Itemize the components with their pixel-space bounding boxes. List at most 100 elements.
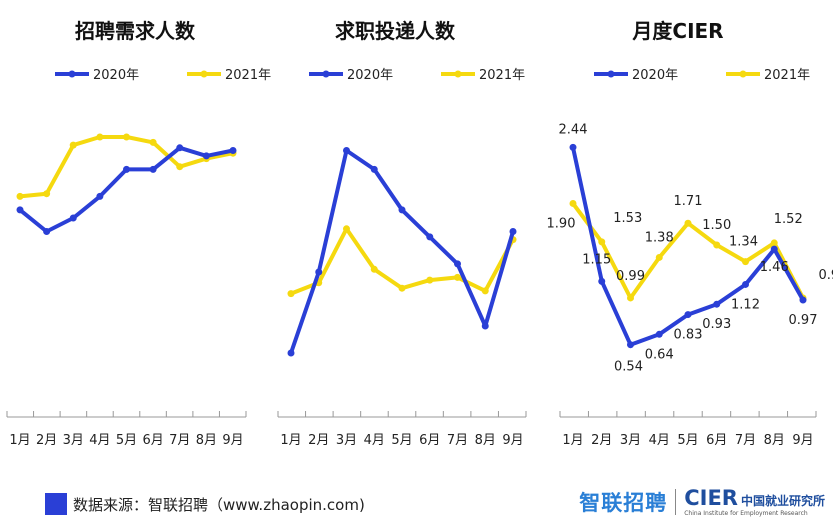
- cier-logo: CIER: [684, 485, 738, 510]
- x-tick-label: 5月: [677, 433, 698, 448]
- x-tick-label: 3月: [620, 433, 641, 448]
- data-point: [16, 192, 24, 200]
- legend-label: 2020年: [632, 68, 678, 83]
- data-label: 1.52: [774, 212, 803, 227]
- data-point: [176, 163, 184, 171]
- data-point: [426, 276, 434, 284]
- data-point: [713, 300, 721, 308]
- data-point: [481, 322, 489, 330]
- data-label: 1.38: [645, 230, 674, 245]
- data-point: [598, 238, 606, 246]
- legend-label: 2020年: [347, 68, 393, 83]
- data-label: 1.46: [760, 260, 789, 275]
- x-tick-label: 4月: [364, 433, 385, 448]
- x-tick-label: 7月: [169, 433, 190, 448]
- legend-marker: [322, 70, 330, 78]
- data-point: [627, 294, 634, 302]
- x-tick-label: 9月: [222, 433, 243, 448]
- data-label: 0.99: [616, 269, 645, 284]
- data-point: [69, 214, 77, 222]
- data-point: [454, 273, 461, 281]
- data-point: [770, 245, 778, 253]
- x-tick-label: 6月: [142, 433, 163, 448]
- x-tick-label: 9月: [502, 433, 523, 448]
- data-point: [598, 277, 606, 285]
- chart-panel-1: 招聘需求人数 2020年 2021年 1月 2月 3月 4月 5月 6月 7月 8月 9月: [6, 19, 271, 448]
- x-tick-label: 5月: [391, 433, 412, 448]
- x-tick-label: 4月: [649, 433, 670, 448]
- legend-marker: [739, 70, 747, 78]
- series-line-2020年: [289, 148, 515, 354]
- data-point: [315, 268, 323, 276]
- data-point: [343, 225, 350, 233]
- legend-label: 2021年: [479, 68, 525, 83]
- x-tick-label: 4月: [89, 433, 110, 448]
- legend-marker: [68, 70, 76, 78]
- cier-name-en: China Institute for Employment Research: [684, 509, 808, 517]
- data-label: 1.12: [731, 297, 760, 312]
- legend-marker: [200, 70, 208, 78]
- legend-marker: [454, 70, 462, 78]
- logo-divider: [675, 489, 677, 515]
- data-label: 0.54: [614, 360, 643, 375]
- data-point: [655, 330, 663, 338]
- zhilian-logo: 智联招聘: [579, 491, 668, 515]
- x-tick-label: 1月: [280, 433, 301, 448]
- data-point: [742, 280, 749, 288]
- data-label: 0.99: [819, 268, 833, 283]
- x-tick-label: 7月: [447, 433, 468, 448]
- data-point: [627, 341, 634, 349]
- series-line-2021年: [290, 226, 515, 296]
- chart-panel-3: 月度CIER 2020年 2021年 1月 2月 3月 4月 5月 6月 7月 8月 9月 2.44 1.…: [547, 19, 833, 448]
- cier-name-cn: 中国就业研究所: [740, 493, 825, 508]
- data-point: [426, 233, 434, 241]
- data-point: [96, 133, 104, 141]
- data-point: [202, 152, 210, 160]
- data-point: [343, 147, 350, 154]
- data-point: [398, 284, 406, 292]
- x-tick-label: 8月: [764, 433, 785, 448]
- cier-logo-block: CIER 中国就业研究所 China Institute for Employm…: [684, 485, 825, 517]
- data-point: [123, 133, 130, 141]
- x-tick-label: 9月: [792, 433, 813, 448]
- data-point: [149, 165, 157, 173]
- data-label: 0.93: [702, 317, 731, 332]
- data-source-footer: 数据来源：智联招聘（www.zhaopin.com): [45, 492, 365, 516]
- data-point: [454, 260, 461, 268]
- data-label: 1.71: [674, 194, 703, 209]
- data-label: 1.15: [582, 252, 611, 267]
- legend-label: 2021年: [764, 68, 810, 83]
- data-point: [398, 206, 406, 214]
- x-tick-label: 8月: [196, 433, 217, 448]
- data-point: [569, 199, 577, 207]
- data-point: [229, 147, 237, 154]
- data-point: [123, 165, 130, 173]
- x-tick-label: 2月: [308, 433, 329, 448]
- data-point: [370, 165, 378, 173]
- chart-title: 月度CIER: [631, 19, 723, 43]
- data-point: [799, 296, 807, 304]
- data-point: [16, 206, 24, 214]
- data-point: [43, 190, 51, 198]
- x-tick-label: 6月: [706, 433, 727, 448]
- data-point: [684, 311, 692, 319]
- data-point: [713, 241, 721, 249]
- series-line-2021年: [571, 202, 805, 300]
- x-tick-label: 3月: [63, 433, 84, 448]
- data-point: [569, 143, 577, 151]
- x-tick-label: 2月: [591, 433, 612, 448]
- x-tick-label: 3月: [336, 433, 357, 448]
- x-tick-label: 2月: [36, 433, 57, 448]
- x-tick-label: 1月: [9, 433, 30, 448]
- data-point: [43, 228, 51, 235]
- logo-area: 智联招聘 CIER 中国就业研究所 China Institute for Em…: [579, 487, 825, 517]
- chart-title: 招聘需求人数: [75, 19, 196, 43]
- data-point: [287, 290, 295, 298]
- data-point: [655, 253, 663, 261]
- x-tick-label: 5月: [116, 433, 137, 448]
- data-label: 1.34: [729, 235, 758, 250]
- data-label: 1.50: [702, 218, 731, 233]
- data-point: [684, 219, 692, 227]
- x-tick-label: 6月: [419, 433, 440, 448]
- data-point: [370, 265, 378, 273]
